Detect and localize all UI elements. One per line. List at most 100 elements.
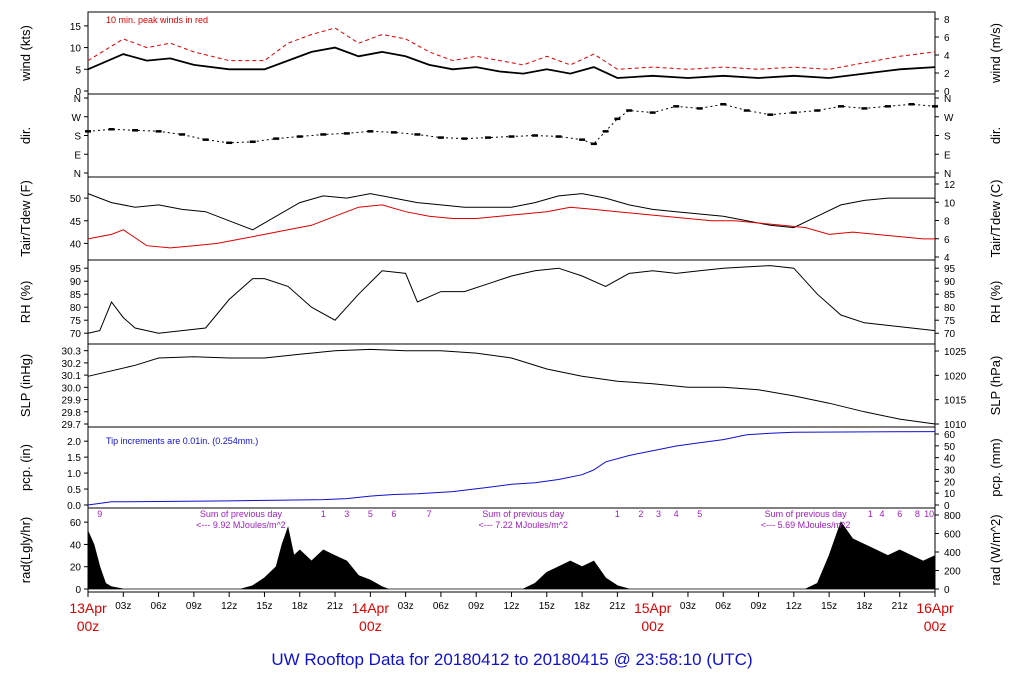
y-tick-label-right: 75 — [944, 316, 956, 327]
y-tick-label-right: E — [944, 150, 951, 161]
x-tick-label: 09z — [186, 601, 202, 612]
y-tick-label: W — [72, 113, 82, 124]
y-axis-label-left: dir. — [18, 127, 33, 144]
tip-marker: 9 — [97, 509, 102, 519]
panel-temp: 40 45 50 4 6 8 10 12 Tair/Tdew (F) Tair/Tdew (C) — [18, 176, 1003, 264]
y-tick-label-right: 95 — [944, 264, 956, 275]
y-tick-label-right: 90 — [944, 277, 956, 288]
series-tair — [87, 193, 935, 231]
x-tick-label: 03z — [398, 601, 414, 612]
y-tick-label-right: 10 — [944, 198, 956, 209]
tip-marker: 3 — [344, 509, 349, 519]
panel-rh: 70 75 80 85 90 95 70 75 80 85 90 95 RH (%) RH (%) — [18, 259, 1003, 345]
y-tick-label: 29.8 — [62, 408, 82, 419]
x-tick-label: 12z — [786, 601, 802, 612]
x-day-label-date: 15Apr — [634, 600, 672, 616]
y-tick-label: 45 — [70, 217, 82, 228]
y-tick-label-right: 1010 — [944, 420, 967, 431]
x-tick-label: 18z — [292, 601, 308, 612]
series-slp — [87, 348, 936, 425]
tip-marker: 5 — [697, 509, 702, 519]
y-tick-label: S — [74, 132, 81, 143]
y-tick-label: 75 — [70, 316, 82, 327]
y-tick-label: 50 — [70, 194, 82, 205]
y-tick-label-right: 40 — [944, 454, 956, 465]
y-tick-label-right: 85 — [944, 290, 956, 301]
y-tick-label-right: 800 — [944, 511, 961, 522]
y-tick-label: 85 — [70, 290, 82, 301]
y-tick-label: 30.0 — [62, 383, 82, 394]
series-dir — [85, 103, 938, 146]
x-day-label-hour: 00z — [77, 618, 100, 634]
x-tick-label: 03z — [680, 601, 696, 612]
y-axis-label-left: wind (kts) — [18, 25, 33, 82]
y-tick-label-right: 10 — [944, 489, 956, 500]
y-tick-label: 29.7 — [62, 420, 82, 431]
panel-frame — [87, 11, 936, 95]
panel-annotation: 10 min. peak winds in red — [106, 15, 208, 25]
y-tick-label-right: 6 — [944, 33, 950, 44]
series-wind — [87, 46, 936, 79]
daily-note-value: <--- 5.69 MJoules/m^2 — [761, 520, 851, 530]
tip-marker: 1 — [868, 509, 873, 519]
x-tick-label: 21z — [327, 601, 343, 612]
y-axis-label-right: Tair/Tdew (C) — [988, 179, 1003, 257]
panel-frame — [87, 343, 936, 428]
y-tick-label: E — [74, 150, 81, 161]
series-rad — [87, 521, 936, 590]
x-tick-label: 12z — [221, 601, 237, 612]
y-tick-label-right: 4 — [944, 253, 950, 264]
daily-note-value: <--- 7.22 MJoules/m^2 — [479, 520, 569, 530]
y-tick-label-right: 60 — [944, 430, 956, 441]
y-tick-label: 29.9 — [62, 396, 82, 407]
x-tick-label: 15z — [821, 601, 837, 612]
tip-marker: 8 — [915, 509, 920, 519]
tip-marker: 7 — [427, 509, 432, 519]
y-tick-label: 60 — [70, 518, 82, 529]
y-tick-label: 5 — [75, 65, 81, 76]
y-tick-label: 80 — [70, 303, 82, 314]
panel-wind: 0 5 10 15 0 2 4 6 8 wind (kts) wind (m/s) 10 min. p… — [18, 11, 1003, 98]
y-tick-label: N — [74, 94, 81, 105]
y-tick-label: 30.2 — [62, 359, 82, 370]
daily-note-title: Sum of previous day — [765, 509, 848, 519]
dir-trace — [87, 103, 936, 145]
x-day-label-date: 16Apr — [916, 600, 954, 616]
y-tick-label-right: W — [944, 113, 954, 124]
daily-note-value: <--- 9.92 MJoules/m^2 — [196, 520, 286, 530]
tip-marker: 4 — [880, 509, 885, 519]
y-tick-label-right: 200 — [944, 567, 961, 578]
panel-frame — [87, 259, 936, 345]
y-tick-label-right: 400 — [944, 548, 961, 559]
y-tick-label-right: 0 — [944, 87, 950, 98]
x-tick-label: 12z — [503, 601, 519, 612]
y-tick-label-right: 1025 — [944, 347, 967, 358]
y-tick-label: 20 — [70, 563, 82, 574]
y-tick-label: 40 — [70, 239, 82, 250]
x-tick-label: 18z — [574, 601, 590, 612]
y-tick-label-right: N — [944, 169, 951, 180]
tip-marker: 5 — [368, 509, 373, 519]
tip-marker: 4 — [674, 509, 679, 519]
y-axis-label-left: RH (%) — [18, 281, 33, 324]
y-tick-label-right: 6 — [944, 235, 950, 246]
y-tick-label-right: 1015 — [944, 396, 967, 407]
y-tick-label-right: 70 — [944, 329, 956, 340]
y-axis-label-left: SLP (inHg) — [18, 354, 33, 417]
y-tick-label: N — [74, 169, 81, 180]
panel-frame — [87, 176, 936, 261]
y-tick-label: 30.3 — [62, 347, 82, 358]
x-tick-label: 21z — [609, 601, 625, 612]
series-tdew — [87, 204, 935, 249]
x-day-label-hour: 00z — [641, 618, 664, 634]
x-tick-label: 15z — [256, 601, 272, 612]
panel-annotation: Tip increments are 0.01in. (0.254mm.) — [106, 436, 258, 446]
y-axis-label-left: rad(Lgly/hr) — [18, 517, 33, 583]
x-tick-label: 21z — [892, 601, 908, 612]
tip-marker: 6 — [897, 509, 902, 519]
x-tick-label: 06z — [715, 601, 731, 612]
y-tick-label: 95 — [70, 264, 82, 275]
y-axis-label-right: RH (%) — [988, 281, 1003, 324]
